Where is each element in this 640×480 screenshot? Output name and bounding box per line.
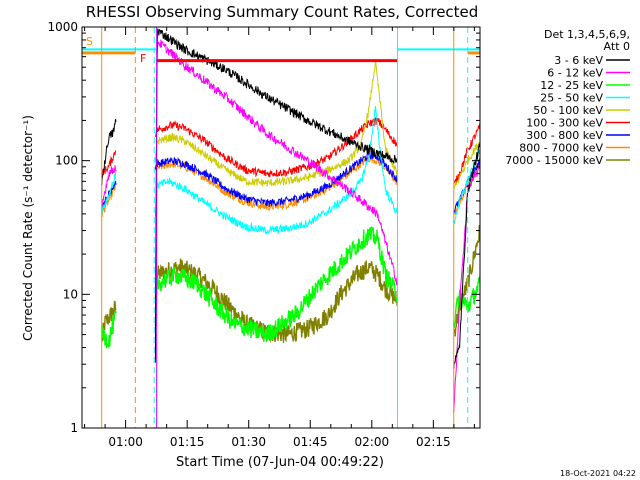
legend-label-6: 100 - 300 keV [526,117,603,130]
series-layer [101,28,480,413]
legend-label-4: 25 - 50 keV [540,92,603,105]
legend-label-2: 6 - 12 keV [547,67,603,80]
x-tick-label: 01:30 [231,435,266,449]
series-line-5 [154,59,480,190]
y-tick-label: 1 [70,421,78,435]
legend-label-9: 7000 - 15000 keV [505,154,603,167]
y-axis-label: Corrected Count Rate (s⁻¹ detector⁻¹) [21,115,35,341]
legend-label-1: 3 - 6 keV [554,54,603,67]
legend-label-8: 800 - 7000 keV [519,142,603,155]
series-line-1 [101,28,480,369]
y-tick-label: 1000 [47,20,78,34]
legend-header-line-1: Det 1,3,4,5,6,9, [544,28,630,41]
x-axis-label: Start Time (07-Jun-04 00:49:22) [176,455,384,470]
series-line-6 [101,117,480,185]
annotation-f: F [140,52,146,65]
legend-label-3: 12 - 25 keV [540,79,603,92]
span-layer [82,48,480,63]
x-tick-label: 02:15 [416,435,451,449]
plot-frame [81,26,481,429]
y-axis: 1 10 100 1000 [47,20,480,435]
x-axis: 01:00 01:15 01:30 01:45 02:00 02:15 [84,27,475,449]
y-tick-label: 10 [63,287,78,301]
legend-label-5: 50 - 100 keV [533,104,603,117]
y-tick-label: 100 [55,154,78,168]
series-line-3 [101,226,480,349]
x-tick-label: 01:15 [170,435,205,449]
x-tick-label: 02:00 [355,435,390,449]
chart-title: RHESSI Observing Summary Count Rates, Co… [86,3,479,21]
vline-layer [101,27,469,428]
annotation-s: S [86,35,93,48]
x-tick-label: 01:00 [108,435,143,449]
legend-header-line-2: Att 0 [604,40,630,53]
legend-label-7: 300 - 800 keV [526,129,603,142]
x-tick-label: 01:45 [293,435,328,449]
footer-date: 18-Oct-2021 04:22 [560,469,636,478]
